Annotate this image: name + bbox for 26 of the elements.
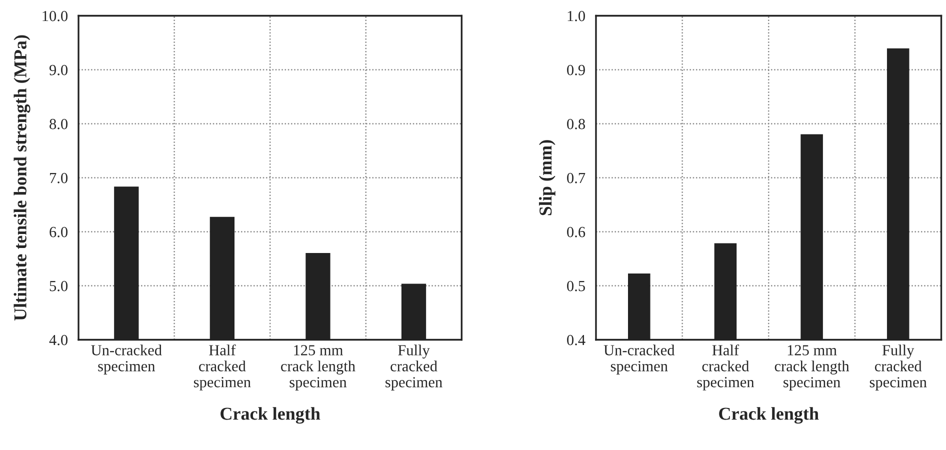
- x-tick-label: Un-cracked specimen: [604, 344, 675, 374]
- y-tick-label: 0.8: [567, 118, 585, 130]
- y-tick-label: 1.0: [568, 10, 585, 22]
- y-tick-label: 0.4: [567, 334, 586, 346]
- x-tick-label: Half cracked specimen: [194, 344, 251, 390]
- y-tick-label: 5.0: [50, 280, 68, 292]
- y-tick-label: 6.0: [50, 226, 68, 238]
- x-axis-title: Crack length: [719, 407, 819, 424]
- x-tick-label: Un-cracked specimen: [91, 344, 162, 374]
- y-axis-title: Ultimate tensile bond strength (MPa): [14, 35, 30, 321]
- x-axis-title: Crack length: [220, 407, 320, 424]
- y-tick-label: 7.0: [50, 172, 68, 184]
- x-tick-label: Half cracked specimen: [697, 344, 754, 390]
- y-tick-label: 0.9: [567, 64, 585, 76]
- x-tick-label: Fully cracked specimen: [870, 344, 927, 390]
- y-tick-label: 4.0: [49, 334, 68, 346]
- y-axis-title: Slip (mm): [538, 140, 556, 216]
- y-tick-label: 0.6: [567, 226, 586, 238]
- x-tick-label: 125 mm crack length specimen: [281, 345, 356, 390]
- x-tick-label: Fully cracked specimen: [386, 344, 442, 390]
- y-tick-label: 0.7: [567, 172, 586, 184]
- y-tick-label: 0.5: [567, 280, 585, 292]
- y-tick-label: 8.0: [50, 118, 68, 130]
- y-tick-label: 10.0: [42, 10, 68, 22]
- x-tick-label: 125 mm crack length specimen: [774, 345, 850, 390]
- y-tick-label: 9.0: [49, 64, 68, 76]
